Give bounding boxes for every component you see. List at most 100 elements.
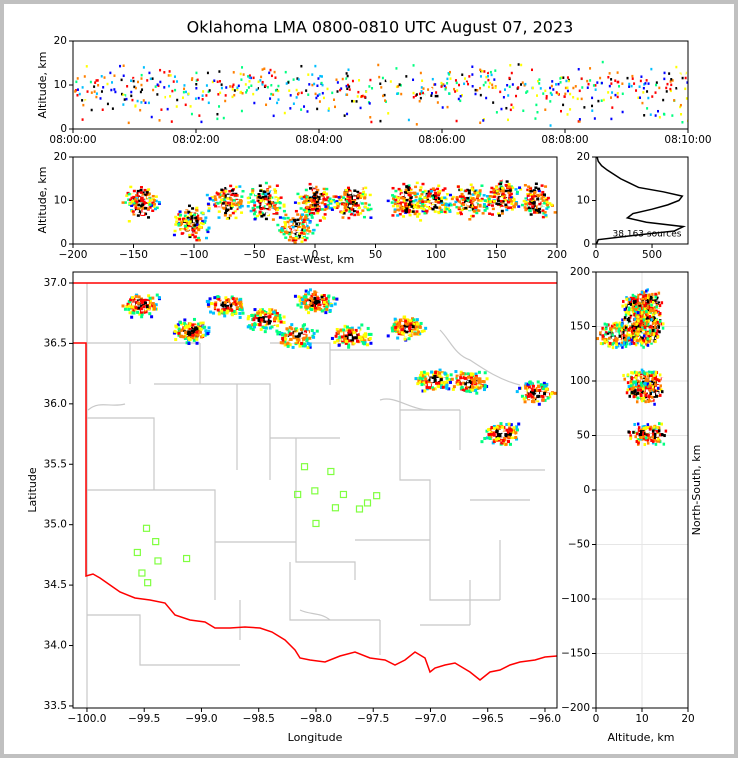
source-pixel: [533, 201, 536, 204]
source-pixel: [300, 328, 303, 331]
source-pixel: [324, 311, 327, 314]
source-pixel: [499, 178, 502, 181]
source-pixel: [457, 185, 460, 188]
source-pixel: [227, 307, 230, 310]
source-pixel: [412, 325, 415, 328]
source-pixel: [316, 224, 319, 227]
source-pixel: [181, 230, 184, 233]
source-pixel: [259, 314, 262, 317]
source-pixel: [232, 297, 235, 300]
source-pixel: [309, 204, 312, 207]
source-pixel: [487, 428, 490, 431]
source-pixel: [296, 338, 299, 341]
source-pixel: [322, 216, 325, 219]
source-pixel: [495, 430, 498, 433]
source-pixel: [434, 200, 437, 203]
source-pixel: [135, 200, 138, 203]
source-pixel: [491, 213, 494, 216]
source-pixel: [150, 315, 153, 318]
source-pixel: [234, 217, 237, 220]
source-pixel: [232, 185, 235, 188]
source-pixel: [401, 210, 404, 213]
source-pixel: [217, 309, 220, 312]
source-pixel: [268, 201, 271, 204]
source-pixel: [473, 202, 476, 205]
source-pixel: [502, 439, 505, 442]
source-pixel: [265, 318, 268, 321]
source-pixel: [129, 214, 132, 217]
source-pixel: [286, 231, 289, 234]
source-pixel: [364, 332, 367, 335]
source-pixel: [188, 227, 191, 230]
source-pixel: [488, 198, 491, 201]
source-pixel: [468, 218, 471, 221]
source-pixel: [340, 211, 343, 214]
source-pixel: [462, 182, 465, 185]
source-pixel: [226, 197, 229, 200]
source-pixel: [196, 331, 199, 334]
source-pixel: [456, 212, 459, 215]
source-pixel: [195, 338, 198, 341]
source-pixel: [364, 206, 367, 209]
source-pixel: [540, 392, 543, 395]
source-pixel: [542, 398, 545, 401]
source-pixel: [175, 217, 178, 220]
x-tick-label: −96.0: [529, 713, 561, 725]
source-pixel: [314, 309, 317, 312]
source-pixel: [473, 210, 476, 213]
source-pixel: [513, 198, 516, 201]
source-pixel: [413, 192, 416, 195]
source-pixel: [253, 213, 256, 216]
source-pixel: [330, 304, 333, 307]
source-pixel: [345, 189, 348, 192]
source-pixel: [209, 197, 212, 200]
source-pixel: [306, 306, 309, 309]
source-pixel: [507, 192, 510, 195]
source-pixel: [483, 194, 486, 197]
source-pixel: [528, 393, 531, 396]
source-pixel: [196, 342, 199, 345]
source-pixel: [474, 389, 477, 392]
source-pixel: [271, 210, 274, 213]
source-pixel: [438, 207, 441, 210]
y-tick-label: 100: [570, 375, 590, 387]
source-pixel: [128, 193, 131, 196]
source-pixel: [193, 214, 196, 217]
source-pixel: [450, 204, 453, 207]
source-pixel: [540, 187, 543, 190]
source-pixel: [431, 383, 434, 386]
source-pixel: [140, 299, 143, 302]
source-pixel: [255, 193, 258, 196]
source-pixel: [319, 219, 322, 222]
source-pixel: [534, 191, 537, 194]
source-pixel: [493, 200, 496, 203]
source-pixel: [417, 205, 420, 208]
source-pixel: [343, 203, 346, 206]
source-pixel: [188, 205, 191, 208]
source-pixel: [204, 219, 207, 222]
source-pixel: [312, 199, 315, 202]
source-pixel: [484, 371, 487, 374]
source-pixel: [492, 208, 495, 211]
source-pixel: [418, 213, 421, 216]
source-pixel: [333, 206, 336, 209]
source-pixel: [538, 389, 541, 392]
source-pixel: [268, 194, 271, 197]
source-pixel: [544, 214, 547, 217]
source-pixel: [436, 204, 439, 207]
source-pixel: [216, 202, 219, 205]
source-pixel: [140, 186, 143, 189]
source-pixel: [228, 190, 231, 193]
source-pixel: [266, 210, 269, 213]
source-pixel: [147, 188, 150, 191]
source-pixel: [349, 196, 352, 199]
source-pixel: [233, 194, 236, 197]
source-pixel: [507, 436, 510, 439]
source-pixel: [424, 377, 427, 380]
source-pixel: [331, 337, 334, 340]
source-pixel: [252, 314, 255, 317]
source-pixel: [226, 209, 229, 212]
source-pixel: [529, 210, 532, 213]
source-pixel: [479, 380, 482, 383]
source-pixel: [387, 334, 390, 337]
